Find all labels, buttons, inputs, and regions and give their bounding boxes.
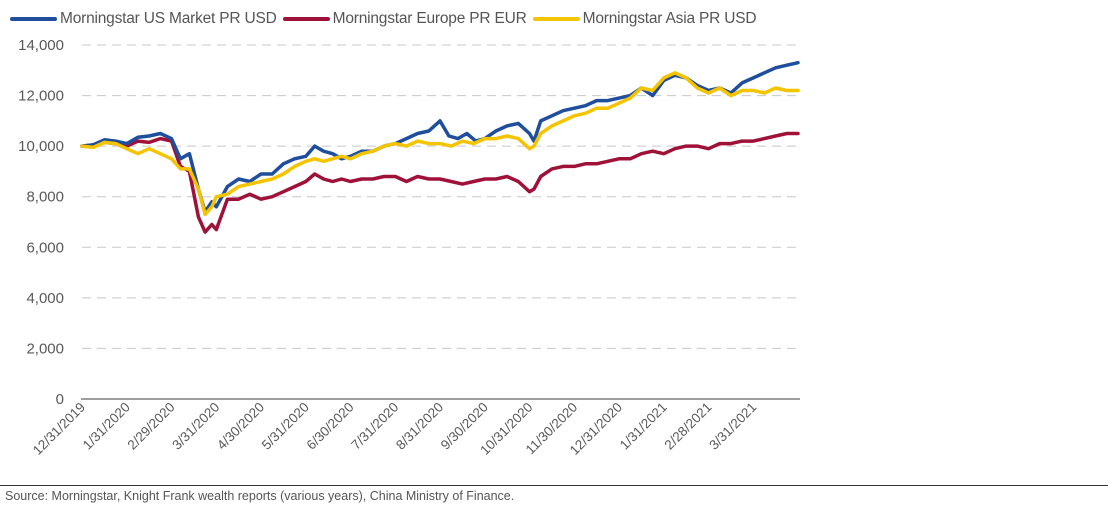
x-tick-label: 3/31/2021 [706, 400, 759, 453]
legend-item-europe: Morningstar Europe PR EUR [282, 10, 527, 28]
x-tick-label: 2/29/2020 [125, 400, 178, 453]
series-lines [80, 60, 800, 234]
y-tick-label: 6,000 [26, 239, 64, 256]
legend-swatch-us [10, 17, 57, 21]
x-tick-label: 2/28/2021 [662, 400, 715, 453]
chart-legend: Morningstar US Market PR USD Morningstar… [10, 5, 762, 33]
series-line-morningstar-asia-pr-usd [80, 71, 800, 217]
x-axis-labels: 12/31/20191/31/20202/29/20203/31/20204/3… [30, 400, 760, 458]
series-line-morningstar-europe-pr-eur [80, 131, 800, 234]
x-tick-label: 3/31/2020 [169, 400, 222, 453]
x-tick-label: 6/30/2020 [304, 400, 357, 453]
footer-divider [0, 485, 1108, 486]
x-tick-label: 7/31/2020 [348, 400, 401, 453]
legend-item-asia: Morningstar Asia PR USD [532, 10, 757, 28]
x-tick-label: 12/31/2019 [30, 400, 88, 458]
legend-label-us: Morningstar US Market PR USD [60, 10, 277, 27]
legend-label-europe: Morningstar Europe PR EUR [332, 10, 527, 27]
legend-swatch-europe [282, 17, 330, 21]
y-tick-label: 2,000 [26, 340, 64, 357]
legend-item-us: Morningstar US Market PR USD [10, 10, 277, 28]
series-line-morningstar-us-market-pr-usd [80, 60, 800, 214]
legend-swatch-asia [532, 17, 580, 21]
x-tick-label: 1/31/2021 [617, 400, 670, 453]
x-tick-label: 5/31/2020 [259, 400, 312, 453]
x-tick-label: 8/31/2020 [393, 400, 446, 453]
legend-label-asia: Morningstar Asia PR USD [582, 10, 757, 27]
y-tick-label: 10,000 [18, 138, 64, 155]
source-note: Source: Morningstar, Knight Frank wealth… [5, 489, 515, 503]
y-tick-label: 14,000 [18, 37, 64, 54]
line-chart: 02,0004,0006,0008,00010,00012,00014,000 … [18, 37, 800, 458]
y-axis-labels: 0 2,000 4,000 6,000 8,000 10,000 12,000 14,000 [18, 37, 64, 408]
gridlines [82, 44, 800, 349]
y-tick-label: 0 [56, 391, 64, 408]
x-tick-label: 1/31/2020 [80, 400, 133, 453]
x-tick-label: 4/30/2020 [214, 400, 267, 453]
y-tick-label: 8,000 [26, 189, 64, 206]
y-tick-label: 12,000 [18, 88, 64, 105]
y-tick-label: 4,000 [26, 290, 64, 307]
